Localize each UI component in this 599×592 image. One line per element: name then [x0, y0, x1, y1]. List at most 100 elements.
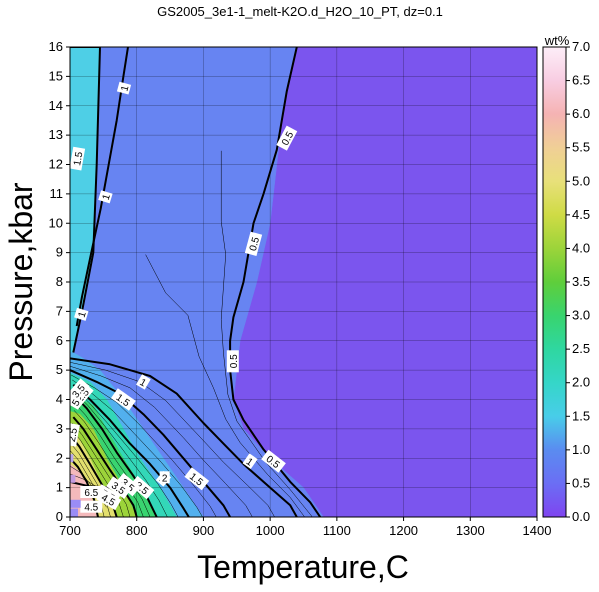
colorbar-tick-label: 2.5 [572, 341, 590, 356]
minor-contour-line [145, 254, 305, 517]
y-tick-label: 4 [56, 392, 63, 407]
minor-contour-line [70, 442, 111, 517]
contour-label-bg [110, 388, 136, 411]
colorbar-label: wt% [544, 33, 570, 48]
contour-label-bg [136, 374, 151, 390]
colorbar-tick-label: 4.0 [572, 240, 590, 255]
x-tick-label: 700 [59, 523, 81, 538]
contour-label-group: 0.5 [244, 231, 263, 256]
colorbar-tick-label: 0.0 [572, 509, 590, 524]
contour-label-bg [98, 190, 113, 204]
y-tick-label: 16 [49, 39, 63, 54]
contour-label-bg [80, 500, 103, 513]
contour-label-group: 1 [116, 81, 132, 95]
y-tick-label: 3 [56, 421, 63, 436]
minor-contour-line [73, 388, 179, 517]
contour-label-bg [129, 475, 155, 500]
y-tick-label: 11 [50, 186, 64, 201]
x-tick-label: 900 [193, 523, 215, 538]
contour-label-group: 1 [74, 307, 89, 321]
y-tick-label: 9 [56, 245, 63, 260]
x-tick-label: 1400 [523, 523, 552, 538]
contour-label-group: 5 [70, 395, 83, 410]
minor-contour-line [73, 410, 144, 517]
x-tick-label: 1000 [256, 523, 285, 538]
contour-label-group: 2 [159, 471, 170, 484]
y-tick-label: 8 [56, 274, 63, 289]
minor-contour-line [72, 422, 131, 517]
x-axis-label: Temperature,C [197, 549, 409, 585]
contour-label-bg [74, 307, 89, 321]
y-tick-label: 1 [56, 480, 63, 495]
contour-label: 2.5 [67, 427, 80, 443]
contour-label-group: 1 [136, 374, 151, 390]
minor-contour-line [74, 392, 168, 517]
contour-label-bg [276, 125, 298, 151]
colorbar-tick-label: 4.5 [572, 207, 590, 222]
contour-label-group: 1.5 [70, 146, 85, 171]
minor-contour-line [70, 428, 124, 517]
minor-contour-line [70, 365, 253, 517]
contour-label-bg [70, 422, 80, 447]
y-tick-label: 2 [56, 450, 63, 465]
y-tick-label: 15 [49, 68, 63, 83]
colorbar-tick-label: 7.0 [572, 39, 590, 54]
minor-contour-line [74, 403, 151, 517]
contour-label-bg [80, 486, 103, 498]
chart-title: GS2005_3e1-1_melt-K2O.d_H2O_10_PT, dz=0.… [157, 4, 443, 19]
y-tick-label: 0 [56, 509, 63, 524]
contour-label: 1.5 [72, 151, 85, 167]
contour-line [72, 416, 138, 517]
colorbar-tick-label: 5.5 [572, 140, 590, 155]
colorbar-tick-label: 2.0 [572, 375, 590, 390]
y-tick-label: 13 [49, 127, 63, 142]
colorbar-tick-label: 6.5 [572, 73, 590, 88]
contour-label-bg [242, 453, 258, 469]
edge-stripe [70, 508, 79, 517]
y-tick-label: 12 [49, 157, 63, 172]
y-tick-label: 10 [49, 215, 63, 230]
contour-label-bg [70, 395, 83, 410]
minor-contour-line [70, 362, 275, 517]
edge-stripe [70, 454, 74, 463]
contour-label-bg [106, 476, 132, 499]
contour-label-group: 1 [98, 190, 113, 204]
edge-stripe [70, 474, 76, 483]
minor-contour-line [220, 150, 313, 517]
x-tick-label: 1100 [323, 523, 351, 538]
colorbar [542, 46, 567, 518]
contour-label: 1 [101, 193, 113, 202]
contour-label-bg [115, 473, 141, 497]
contour-label: 4.5 [84, 503, 98, 514]
contour-label-group: 6.5 [80, 486, 103, 499]
contour-label: 6.5 [84, 488, 98, 499]
contour-label-group: 4.5 [80, 500, 103, 514]
contour-line [72, 384, 190, 517]
edge-stripe [70, 499, 81, 508]
colorbar-tick-label: 0.5 [572, 475, 590, 490]
colorbar-tick-label: 1.5 [572, 408, 590, 423]
contour-line [70, 357, 298, 517]
contour-label: 1 [137, 377, 148, 390]
x-tick-label: 1300 [456, 523, 485, 538]
contour-label-bg [244, 231, 263, 256]
contour-label-group: 2.5 [67, 422, 80, 447]
contour-label: 0.5 [248, 236, 262, 253]
y-axis-label: Pressure,kbar [3, 182, 39, 382]
contour-label-bg [184, 467, 210, 491]
y-tick-label: 7 [56, 303, 63, 318]
colorbar-tick-label: 3.0 [572, 308, 590, 323]
contour-label-group: 0.5 [226, 350, 240, 373]
y-tick-label: 14 [49, 98, 63, 113]
contour-label: 5 [70, 398, 83, 409]
y-tick-label: 6 [56, 333, 63, 348]
contour-label-bg [261, 449, 286, 473]
x-tick-label: 1200 [389, 523, 418, 538]
colorbar-tick-label: 1.0 [572, 442, 590, 457]
contour-label: 0.5 [229, 354, 240, 368]
y-tick-label: 5 [56, 362, 63, 377]
contour-label: 2 [162, 473, 168, 484]
plot-content: 1.51110.50.50.50.5111.51.522.53.54.55.56… [67, 47, 537, 517]
